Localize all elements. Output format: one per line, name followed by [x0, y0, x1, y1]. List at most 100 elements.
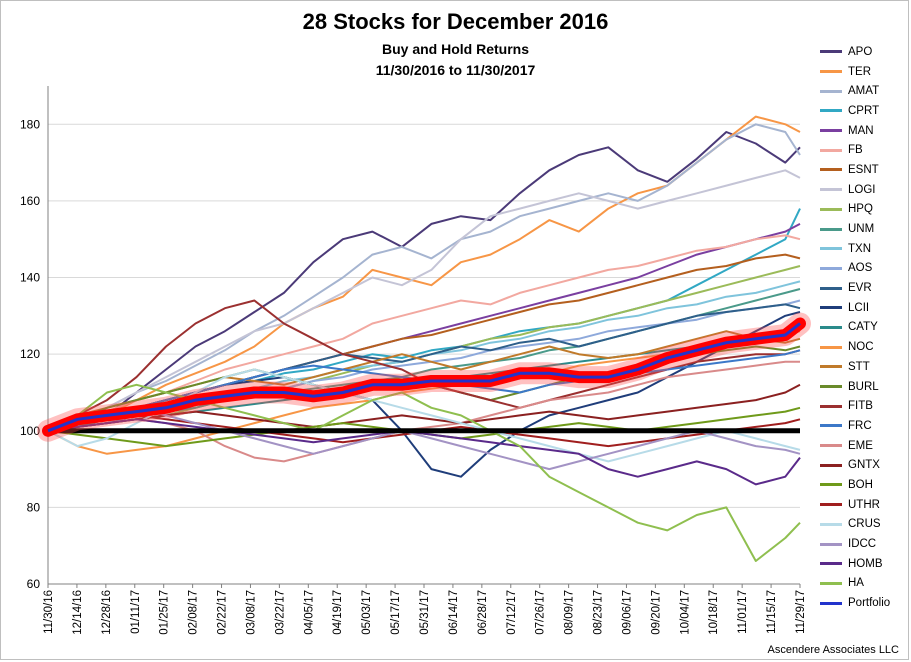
legend-entry-man: MAN	[820, 121, 906, 141]
legend-label: EME	[848, 439, 873, 452]
legend-label: HPQ	[848, 203, 873, 216]
legend-swatch	[820, 188, 842, 192]
x-tick-label: 02/22/17	[217, 590, 229, 635]
legend-entry-uthr: UTHR	[820, 495, 906, 515]
x-tick-label: 09/06/17	[621, 590, 633, 635]
legend-entry-burl: BURL	[820, 377, 906, 397]
legend-entry-lcii: LCII	[820, 298, 906, 318]
legend-label: APO	[848, 45, 873, 58]
x-tick-label: 06/28/17	[477, 590, 489, 635]
legend-swatch	[820, 148, 842, 152]
x-tick-label: 10/04/17	[679, 590, 691, 635]
series-line-homb	[47, 418, 801, 486]
y-tick-label: 140	[20, 271, 40, 285]
legend-swatch	[820, 503, 842, 507]
y-tick-label: 160	[20, 194, 40, 208]
legend-label: FITB	[848, 400, 873, 413]
legend-entry-noc: NOC	[820, 337, 906, 357]
legend-swatch	[820, 266, 842, 270]
legend-label: STT	[848, 360, 870, 373]
legend-label: HOMB	[848, 557, 883, 570]
series-line-ha	[47, 383, 801, 562]
legend-entry-stt: STT	[820, 357, 906, 377]
credit-text: Ascendere Associates LLC	[767, 644, 899, 656]
legend-label: LCII	[848, 301, 870, 314]
legend-entry-cprt: CPRT	[820, 101, 906, 121]
legend-entry-esnt: ESNT	[820, 160, 906, 180]
y-tick-label: 120	[20, 347, 40, 361]
legend-label: CRUS	[848, 518, 881, 531]
legend-entry-homb: HOMB	[820, 554, 906, 574]
legend-swatch	[820, 424, 842, 428]
legend-entry-fitb: FITB	[820, 396, 906, 416]
legend-swatch	[820, 168, 842, 172]
legend-swatch	[820, 522, 842, 526]
x-tick-label: 08/09/17	[564, 590, 576, 635]
legend-label: AMAT	[848, 85, 880, 98]
legend-entry-aos: AOS	[820, 259, 906, 279]
legend-label: LOGI	[848, 183, 876, 196]
x-tick-label: 06/14/17	[448, 590, 460, 635]
x-tick-label: 01/11/17	[130, 590, 142, 634]
legend-label: EVR	[848, 282, 872, 295]
legend-entry-caty: CATY	[820, 318, 906, 338]
x-tick-label: 09/20/17	[650, 590, 662, 635]
legend-label: CATY	[848, 321, 878, 334]
legend-swatch	[820, 463, 842, 467]
legend-swatch	[820, 601, 842, 605]
legend-label: BURL	[848, 380, 879, 393]
legend-entry-frc: FRC	[820, 416, 906, 436]
legend-swatch	[820, 385, 842, 389]
legend-swatch	[820, 542, 842, 546]
legend-entry-eme: EME	[820, 436, 906, 456]
x-tick-label: 05/03/17	[361, 590, 373, 635]
legend-entry-ha: HA	[820, 574, 906, 594]
legend-label: UNM	[848, 223, 875, 236]
legend-label: Portfolio	[848, 597, 891, 610]
legend-swatch	[820, 109, 842, 113]
chart-legend: APO TER AMAT CPRT MAN FB ESNT LOGI HPQ UNM TXN AOS E…	[820, 42, 906, 613]
legend-swatch	[820, 89, 842, 93]
x-tick-label: 04/19/17	[332, 590, 344, 635]
legend-entry-ter: TER	[820, 62, 906, 82]
series-line-idcc	[47, 406, 801, 471]
legend-entry-hpq: HPQ	[820, 200, 906, 220]
x-tick-label: 01/25/17	[159, 590, 171, 635]
x-tick-label: 08/23/17	[593, 590, 605, 635]
legend-swatch	[820, 345, 842, 349]
legend-label: IDCC	[848, 538, 877, 551]
legend-label: GNTX	[848, 459, 880, 472]
x-tick-label: 11/30/16	[43, 590, 55, 634]
legend-entry-logi: LOGI	[820, 180, 906, 200]
x-tick-label: 12/28/16	[101, 590, 113, 635]
legend-label: FB	[848, 144, 863, 157]
x-tick-label: 03/22/17	[274, 590, 286, 635]
legend-swatch	[820, 286, 842, 290]
x-tick-label: 05/17/17	[390, 590, 402, 635]
legend-entry-fb: FB	[820, 140, 906, 160]
series-line-apo	[47, 131, 801, 432]
y-tick-label: 60	[27, 577, 41, 591]
legend-label: HA	[848, 577, 864, 590]
legend-swatch	[820, 365, 842, 369]
y-tick-label: 100	[20, 424, 40, 438]
legend-label: TXN	[848, 242, 871, 255]
legend-swatch	[820, 207, 842, 211]
series-line-fb	[47, 234, 801, 432]
x-tick-label: 12/14/16	[72, 590, 84, 635]
legend-swatch	[820, 129, 842, 133]
legend-swatch	[820, 483, 842, 487]
legend-label: FRC	[848, 419, 872, 432]
chart-subtitle: Buy and Hold Returns	[381, 41, 529, 57]
legend-entry-txn: TXN	[820, 239, 906, 259]
legend-entry-portfolio: Portfolio	[820, 593, 906, 613]
x-tick-label: 07/12/17	[506, 590, 518, 635]
legend-entry-evr: EVR	[820, 278, 906, 298]
legend-swatch	[820, 70, 842, 74]
chart-date-range: 11/30/2016 to 11/30/2017	[375, 62, 536, 78]
legend-swatch	[820, 306, 842, 310]
legend-label: UTHR	[848, 498, 880, 511]
legend-label: TER	[848, 65, 871, 78]
